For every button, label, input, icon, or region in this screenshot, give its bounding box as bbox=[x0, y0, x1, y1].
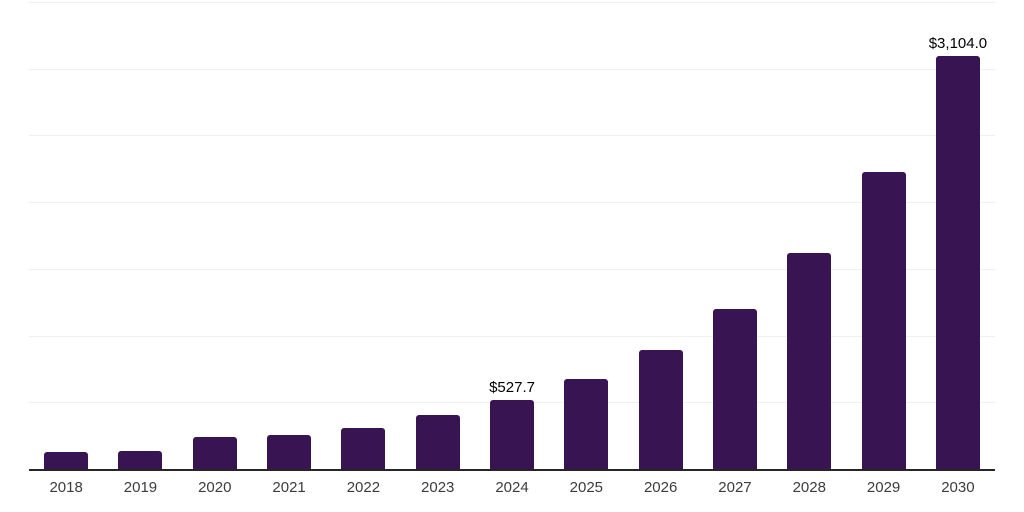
bar-slot-2019 bbox=[103, 3, 177, 470]
bar-slot-2028 bbox=[772, 3, 846, 470]
bars-container: $527.7 $3,104.0 bbox=[29, 3, 995, 470]
x-tick-2019: 2019 bbox=[123, 479, 158, 496]
x-tick-2022: 2022 bbox=[346, 479, 381, 496]
bar-2029 bbox=[861, 172, 906, 470]
bar-slot-2024: $527.7 bbox=[475, 3, 549, 470]
x-tick-2025: 2025 bbox=[569, 479, 604, 496]
bar-2019 bbox=[118, 451, 163, 470]
bar-2023 bbox=[415, 415, 460, 470]
bar-slot-2022 bbox=[326, 3, 400, 470]
x-tick-2028: 2028 bbox=[792, 479, 826, 496]
x-axis-labels: 2018 2019 2020 2021 2022 2023 2024 2025 2026 2027… bbox=[29, 479, 995, 497]
bar-slot-2030: $3,104.0 bbox=[921, 3, 995, 470]
x-tick-2029: 2029 bbox=[866, 479, 901, 496]
x-axis-line bbox=[29, 469, 995, 471]
bar-2018 bbox=[44, 452, 89, 470]
bar-slot-2021 bbox=[252, 3, 326, 470]
bar-slot-2026 bbox=[624, 3, 698, 470]
gridline-2000 bbox=[29, 202, 995, 204]
bar-2025 bbox=[564, 379, 609, 470]
x-tick-2018: 2018 bbox=[49, 479, 83, 496]
plot-area: $527.7 $3,104.0 bbox=[29, 2, 995, 471]
bar-2026 bbox=[638, 349, 683, 470]
bar-slot-2029 bbox=[846, 3, 920, 470]
x-tick-2020: 2020 bbox=[198, 479, 232, 496]
x-tick-2023: 2023 bbox=[421, 479, 455, 496]
gridline-1000 bbox=[29, 335, 995, 337]
bar-2020 bbox=[192, 437, 237, 470]
x-tick-2030: 2030 bbox=[941, 479, 975, 496]
x-tick-2026: 2026 bbox=[643, 479, 678, 496]
bar-slot-2025 bbox=[549, 3, 623, 470]
bar-slot-2023 bbox=[401, 3, 475, 470]
gridline-1500 bbox=[29, 268, 995, 270]
data-label-2024: $527.7 bbox=[489, 378, 535, 396]
bar-slot-2018 bbox=[29, 3, 103, 470]
data-label-2030: $3,104.0 bbox=[928, 34, 988, 52]
bar-2030 bbox=[935, 55, 980, 470]
bar-slot-2020 bbox=[178, 3, 252, 470]
bar-slot-2027 bbox=[698, 3, 772, 470]
bar-2022 bbox=[341, 427, 386, 470]
bar-2027 bbox=[712, 309, 757, 470]
gridline-3500 bbox=[29, 2, 995, 3]
x-tick-2021: 2021 bbox=[272, 479, 306, 496]
x-tick-2024: 2024 bbox=[495, 479, 529, 496]
x-tick-2027: 2027 bbox=[718, 479, 752, 496]
bar-2024 bbox=[490, 399, 535, 470]
gridline-2500 bbox=[29, 135, 995, 137]
gridline-3000 bbox=[29, 68, 995, 70]
bar-2028 bbox=[787, 252, 832, 470]
bar-2021 bbox=[267, 435, 312, 470]
